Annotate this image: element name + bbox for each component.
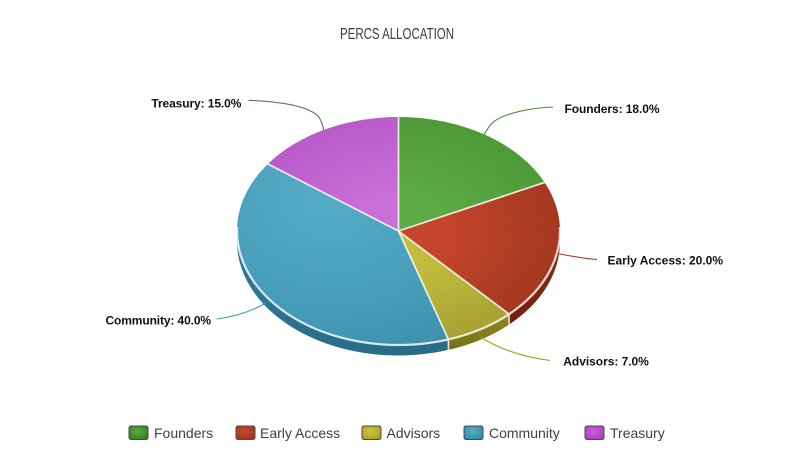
svg-text:PERCS ALLOCATION: PERCS ALLOCATION: [340, 26, 454, 43]
svg-text:Founders: Founders: [154, 425, 213, 441]
svg-text:Founders: 18.0%: Founders: 18.0%: [565, 102, 660, 116]
svg-text:Community: 40.0%: Community: 40.0%: [106, 313, 212, 327]
svg-text:Advisors: 7.0%: Advisors: 7.0%: [563, 355, 649, 369]
svg-text:Treasury: Treasury: [610, 425, 665, 441]
svg-text:Early Access: 20.0%: Early Access: 20.0%: [608, 253, 724, 267]
svg-text:Treasury: 15.0%: Treasury: 15.0%: [151, 96, 241, 110]
svg-text:Community: Community: [489, 425, 560, 441]
svg-text:Early Access: Early Access: [260, 425, 340, 441]
svg-text:Advisors: Advisors: [387, 425, 441, 441]
